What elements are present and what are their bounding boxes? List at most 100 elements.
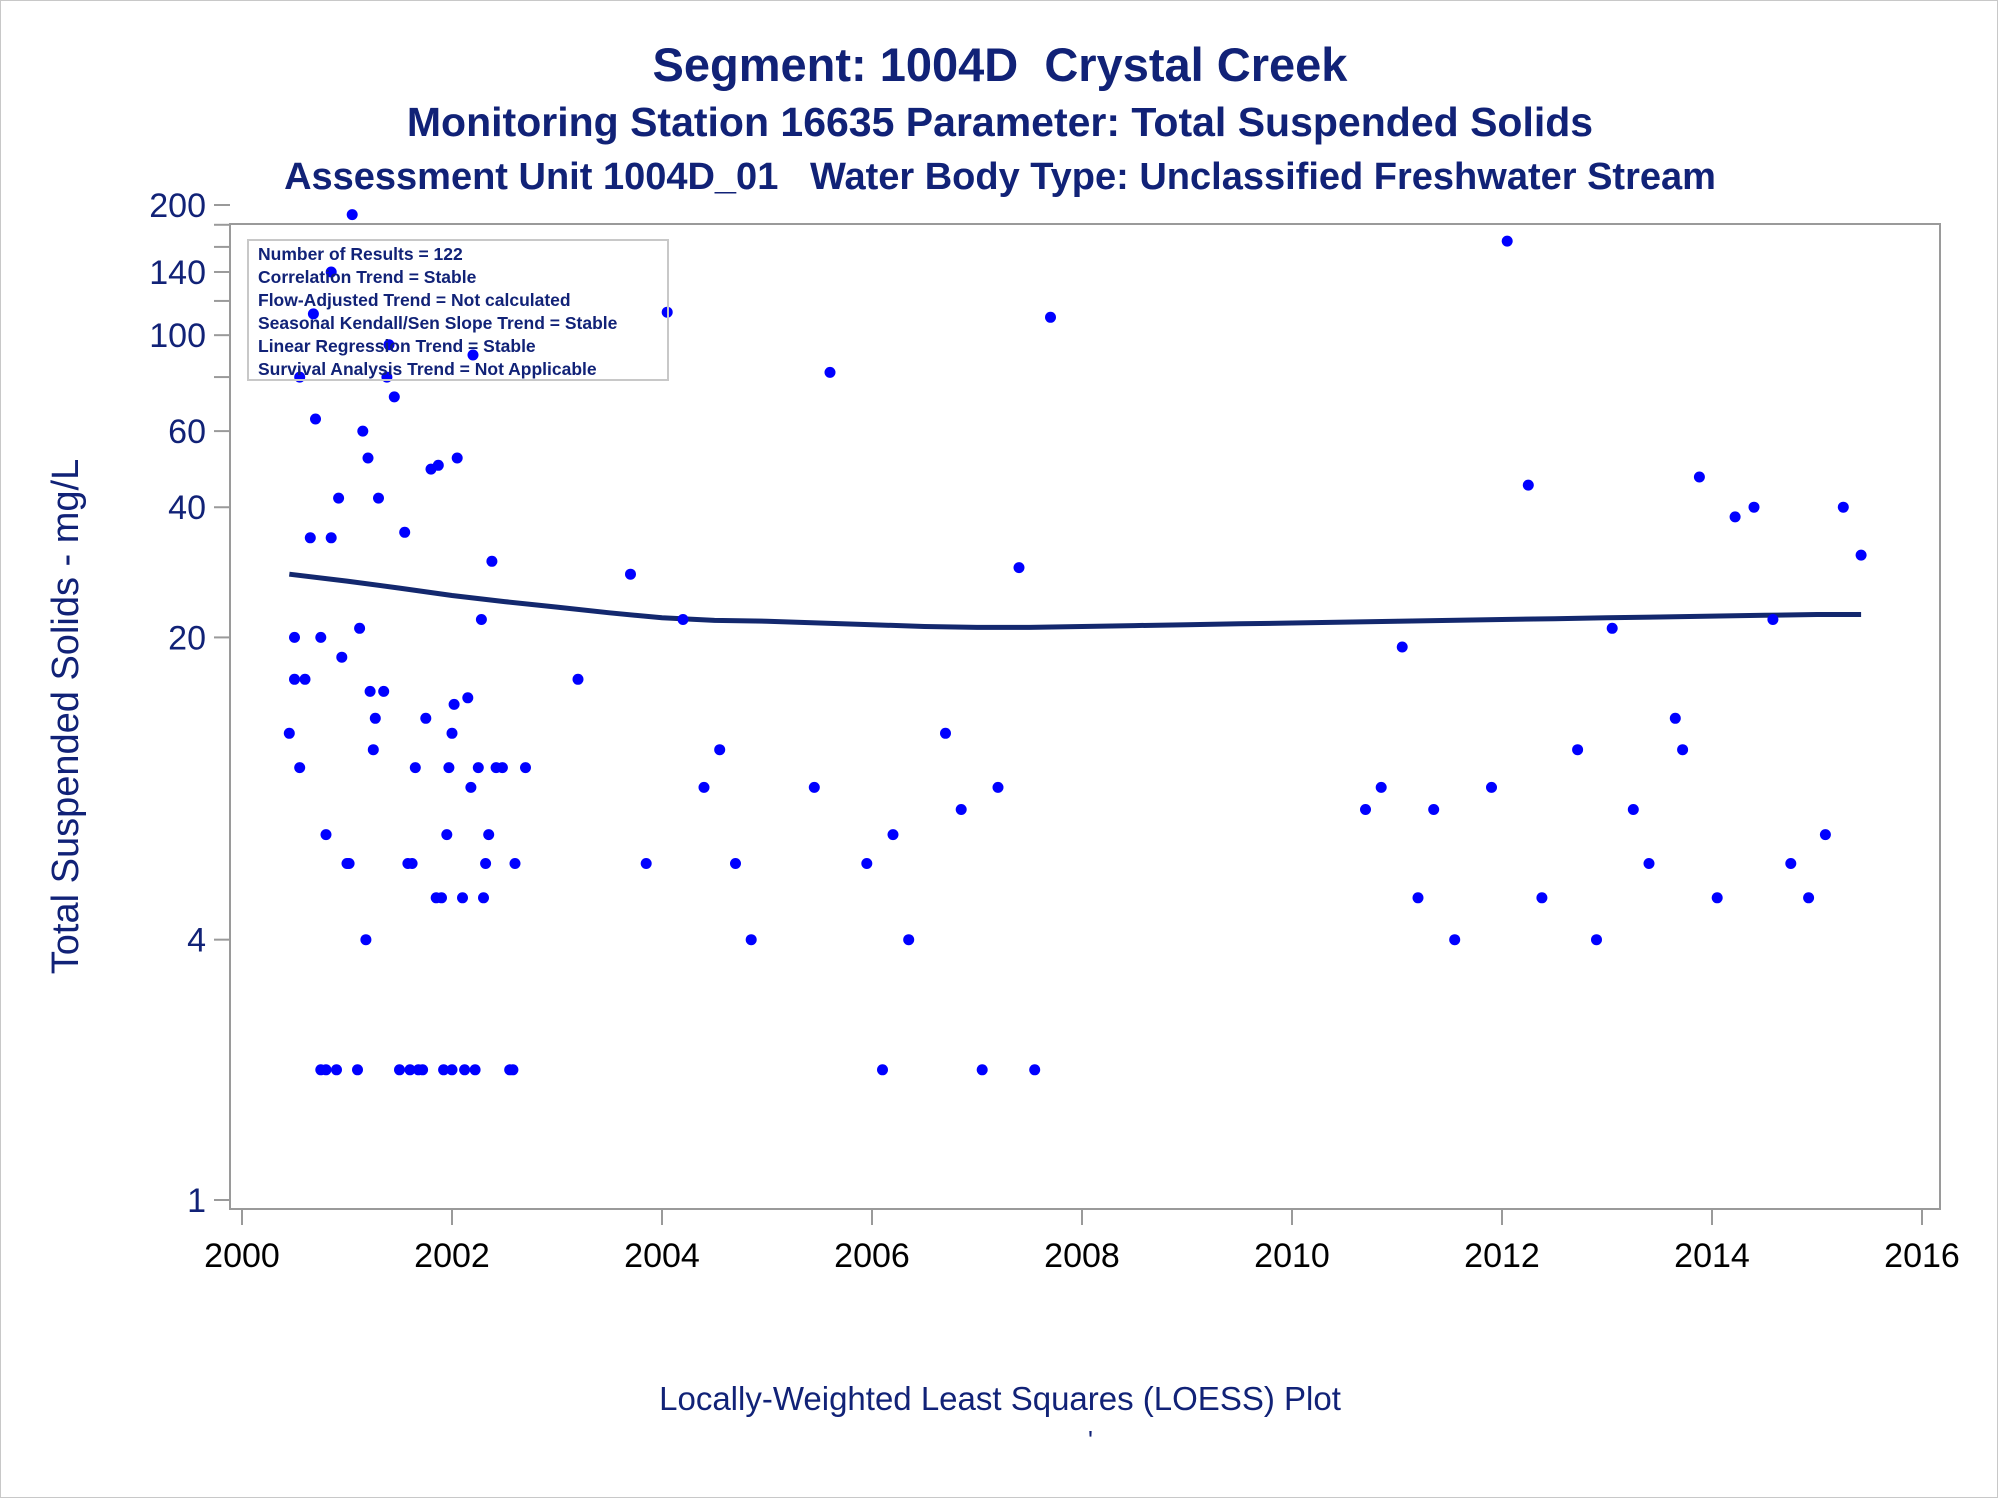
data-point: [1669, 712, 1681, 724]
data-point: [520, 762, 531, 774]
data-point: [367, 744, 379, 756]
data-point: [677, 614, 689, 625]
data-point: [436, 892, 447, 904]
data-point: [1677, 744, 1689, 756]
data-point: [955, 804, 967, 815]
data-point: [1819, 829, 1831, 841]
data-point: [346, 209, 358, 221]
data-point: [625, 568, 636, 580]
data-point: [383, 339, 395, 351]
data-point: [1785, 858, 1797, 869]
data-point: [1013, 562, 1025, 574]
data-point: [976, 1064, 988, 1076]
data-point: [457, 892, 468, 904]
data-point: [406, 858, 418, 869]
data-point: [887, 829, 899, 841]
data-point: [1360, 804, 1371, 815]
data-point: [289, 673, 300, 685]
data-point: [480, 858, 492, 869]
plot-area: [229, 223, 1941, 1210]
data-point: [388, 391, 400, 403]
data-point: [417, 1064, 429, 1076]
data-point: [310, 413, 321, 425]
data-point: [903, 934, 915, 946]
data-point: [315, 631, 327, 643]
data-point: [357, 425, 369, 437]
data-point: [459, 1064, 471, 1076]
data-point: [283, 727, 295, 739]
x-tick-label: 2012: [1464, 1237, 1540, 1275]
data-point: [1693, 471, 1705, 483]
data-point: [1428, 804, 1440, 815]
data-point: [877, 1064, 888, 1076]
y-tick-label: 40: [168, 489, 206, 527]
chart-subtitle-station: Monitoring Station 16635 Parameter: Tota…: [406, 99, 1594, 145]
data-point: [509, 858, 521, 869]
data-point: [1606, 622, 1618, 634]
trend-info-line: Number of Results = 122: [258, 244, 463, 264]
x-tick-label: 2006: [834, 1237, 910, 1275]
data-point: [730, 858, 741, 869]
data-point: [472, 762, 484, 774]
plot-caption: Locally-Weighted Least Squares (LOESS) P…: [659, 1380, 1341, 1417]
data-point: [325, 532, 337, 544]
data-point: [940, 727, 951, 739]
x-tick-label: 2008: [1044, 1237, 1120, 1275]
data-point: [448, 698, 460, 710]
data-point: [1591, 934, 1602, 946]
data-point: [698, 781, 710, 793]
data-point: [307, 308, 319, 320]
data-point: [861, 858, 873, 869]
data-point: [378, 685, 390, 697]
data-point: [399, 526, 411, 538]
trend-info-line: Survival Analysis Trend = Not Applicable: [258, 359, 597, 379]
data-point: [289, 631, 300, 643]
chart-subtitle-assessment: Assessment Unit 1004D_01 Water Body Type…: [284, 156, 1716, 198]
y-tick-label: 100: [149, 317, 206, 355]
data-point: [1536, 892, 1548, 904]
data-point: [1572, 744, 1584, 756]
data-point: [1522, 479, 1534, 491]
data-point: [640, 858, 652, 869]
data-point: [507, 1064, 519, 1076]
data-point: [808, 781, 820, 793]
data-point: [475, 614, 487, 625]
data-point: [320, 1064, 332, 1076]
data-point: [745, 934, 757, 946]
data-point: [320, 829, 332, 841]
data-point: [465, 781, 477, 793]
footer-mark: ': [1088, 1425, 1093, 1455]
data-point: [325, 266, 337, 278]
data-point: [1711, 892, 1723, 904]
data-point: [432, 459, 444, 471]
data-point: [354, 622, 366, 634]
x-tick-label: 2004: [624, 1237, 700, 1275]
data-point: [483, 829, 495, 841]
data-point: [1501, 235, 1513, 247]
data-point: [1837, 501, 1849, 513]
y-tick-label: 140: [149, 254, 206, 292]
x-tick-label: 2000: [204, 1237, 280, 1275]
loess-trend-line: [289, 571, 1862, 630]
data-point: [1643, 858, 1655, 869]
y-tick-label: 200: [149, 187, 206, 225]
data-point: [1855, 549, 1867, 561]
data-point: [1627, 804, 1639, 815]
data-point: [441, 829, 453, 841]
data-point: [478, 892, 489, 904]
data-point: [443, 762, 455, 774]
data-point: [714, 744, 726, 756]
data-point: [420, 712, 432, 724]
data-point: [352, 1064, 363, 1076]
data-point: [469, 1064, 481, 1076]
trend-info-box-border: [247, 239, 669, 381]
y-tick-label: 60: [168, 413, 206, 451]
data-point: [1486, 781, 1497, 793]
data-point: [451, 452, 463, 464]
y-tick-label: 20: [168, 619, 206, 657]
data-point: [824, 366, 836, 378]
data-point: [1449, 934, 1461, 946]
data-point: [446, 1064, 458, 1076]
